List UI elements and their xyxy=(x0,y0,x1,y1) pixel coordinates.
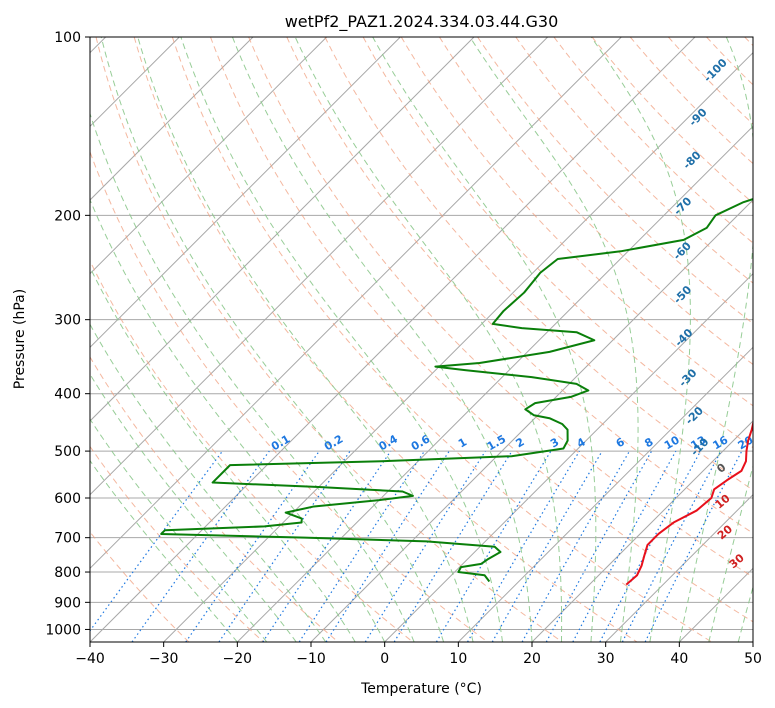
moist-adiabat-line xyxy=(90,198,386,642)
mixing-ratio-line xyxy=(298,450,425,642)
mixing-ratio-line xyxy=(364,450,486,642)
y-tick-label: 700 xyxy=(54,531,81,547)
dry-adiabat-line xyxy=(553,37,753,244)
chart-title: wetPf2_PAZ1.2024.334.03.44.G30 xyxy=(285,12,559,32)
y-axis-ticks: 100 200 300 400 500 600 700 800 900 1000 xyxy=(45,30,90,638)
y-axis-label: Pressure (hPa) xyxy=(12,289,28,389)
isobar-gridlines xyxy=(90,37,753,630)
sounding-series xyxy=(160,198,753,586)
moist-adiabat-line xyxy=(137,37,474,642)
isotherm-line xyxy=(90,37,475,422)
y-tick-label: 600 xyxy=(54,491,81,507)
isotherm-line xyxy=(90,37,328,275)
moist-adiabat-line xyxy=(678,37,753,642)
isotherm-line xyxy=(384,272,753,642)
dry-adiabat-line xyxy=(90,259,414,642)
isotherm-line xyxy=(90,37,622,570)
x-tick-label: −30 xyxy=(149,651,179,667)
moist-adiabat-line xyxy=(469,37,639,642)
y-tick-label: 800 xyxy=(54,565,81,581)
dry-adiabat-line xyxy=(591,37,753,204)
dry-adiabat-line xyxy=(439,37,753,366)
dry-adiabat-line xyxy=(90,356,339,642)
isotherm-line xyxy=(457,346,753,642)
isotherm-line xyxy=(90,37,401,349)
moist-adiabat-line xyxy=(372,37,597,642)
moist-adiabat-line xyxy=(90,323,327,642)
mixing-ratio-lines xyxy=(90,450,743,642)
x-axis-ticks: −40 −30 −20 −10 0 10 20 30 40 50 xyxy=(75,642,762,667)
moist-adiabat-line xyxy=(737,585,753,642)
plot-frame xyxy=(89,36,754,643)
mixing-ratio-line xyxy=(466,450,580,642)
moist-adiabat-line xyxy=(708,464,753,642)
temperature-profile-line xyxy=(625,419,753,586)
isotherm-line xyxy=(236,125,753,642)
dewpoint-profile-line xyxy=(160,198,753,583)
moist-adiabat-line xyxy=(180,37,504,642)
mixing-ratio-line xyxy=(393,450,513,642)
dry-adiabat-line xyxy=(171,37,712,642)
isotherm-line xyxy=(90,37,696,642)
y-tick-label: 900 xyxy=(54,595,81,611)
dry-adiabat-line xyxy=(286,37,753,534)
x-tick-label: 20 xyxy=(523,651,541,667)
x-tick-label: 0 xyxy=(380,651,389,667)
isotherm-line xyxy=(605,493,753,642)
y-tick-label: 200 xyxy=(54,208,81,224)
x-tick-label: 40 xyxy=(670,651,688,667)
x-tick-label: 10 xyxy=(449,651,467,667)
dry-adiabat-line xyxy=(324,37,753,491)
y-tick-label: 300 xyxy=(54,313,81,329)
moist-adiabat-line xyxy=(90,373,297,642)
x-tick-label: −40 xyxy=(75,651,105,667)
dry-adiabat-line xyxy=(210,37,753,623)
moist-adiabat-line xyxy=(90,418,268,642)
dry-adiabat-line xyxy=(90,445,264,642)
isotherm-line xyxy=(163,51,753,642)
y-tick-label: 1000 xyxy=(45,622,81,638)
dry-adiabat-line xyxy=(400,37,753,407)
dry-adiabat-line xyxy=(90,150,488,642)
isotherm-line xyxy=(90,37,254,201)
x-tick-label: 30 xyxy=(597,651,615,667)
dry-adiabat-line xyxy=(133,37,638,642)
dry-adiabat-line xyxy=(248,37,753,578)
x-tick-label: 50 xyxy=(744,651,762,667)
mixing-ratio-line xyxy=(262,450,392,642)
x-tick-label: −10 xyxy=(296,651,326,667)
moist-adiabat-line xyxy=(590,37,691,642)
moist-adiabat-line xyxy=(90,459,238,642)
isotherm-line xyxy=(531,420,753,642)
moist-adiabat-line xyxy=(100,37,445,642)
y-tick-label: 400 xyxy=(54,387,81,403)
moist-adiabat-line xyxy=(294,37,563,642)
plot-area: 0.10.20.40.611.52346810131620253036-100-… xyxy=(90,37,753,642)
dry-adiabat-line xyxy=(362,37,753,449)
mixing-ratio-line xyxy=(131,450,270,642)
moist-adiabat-line xyxy=(90,266,356,642)
y-tick-label: 100 xyxy=(54,30,81,46)
x-axis-label: Temperature (°C) xyxy=(360,681,482,697)
mixing-ratio-line xyxy=(185,450,320,642)
mixing-ratio-line xyxy=(599,450,702,642)
isotherm-line xyxy=(90,37,549,496)
mixing-ratio-line xyxy=(572,450,677,642)
moist-adiabat-line xyxy=(231,37,533,642)
y-tick-label: 500 xyxy=(54,444,81,460)
x-tick-label: −20 xyxy=(223,651,253,667)
mixing-ratio-line xyxy=(218,450,351,642)
mixing-ratio-line xyxy=(325,450,450,642)
